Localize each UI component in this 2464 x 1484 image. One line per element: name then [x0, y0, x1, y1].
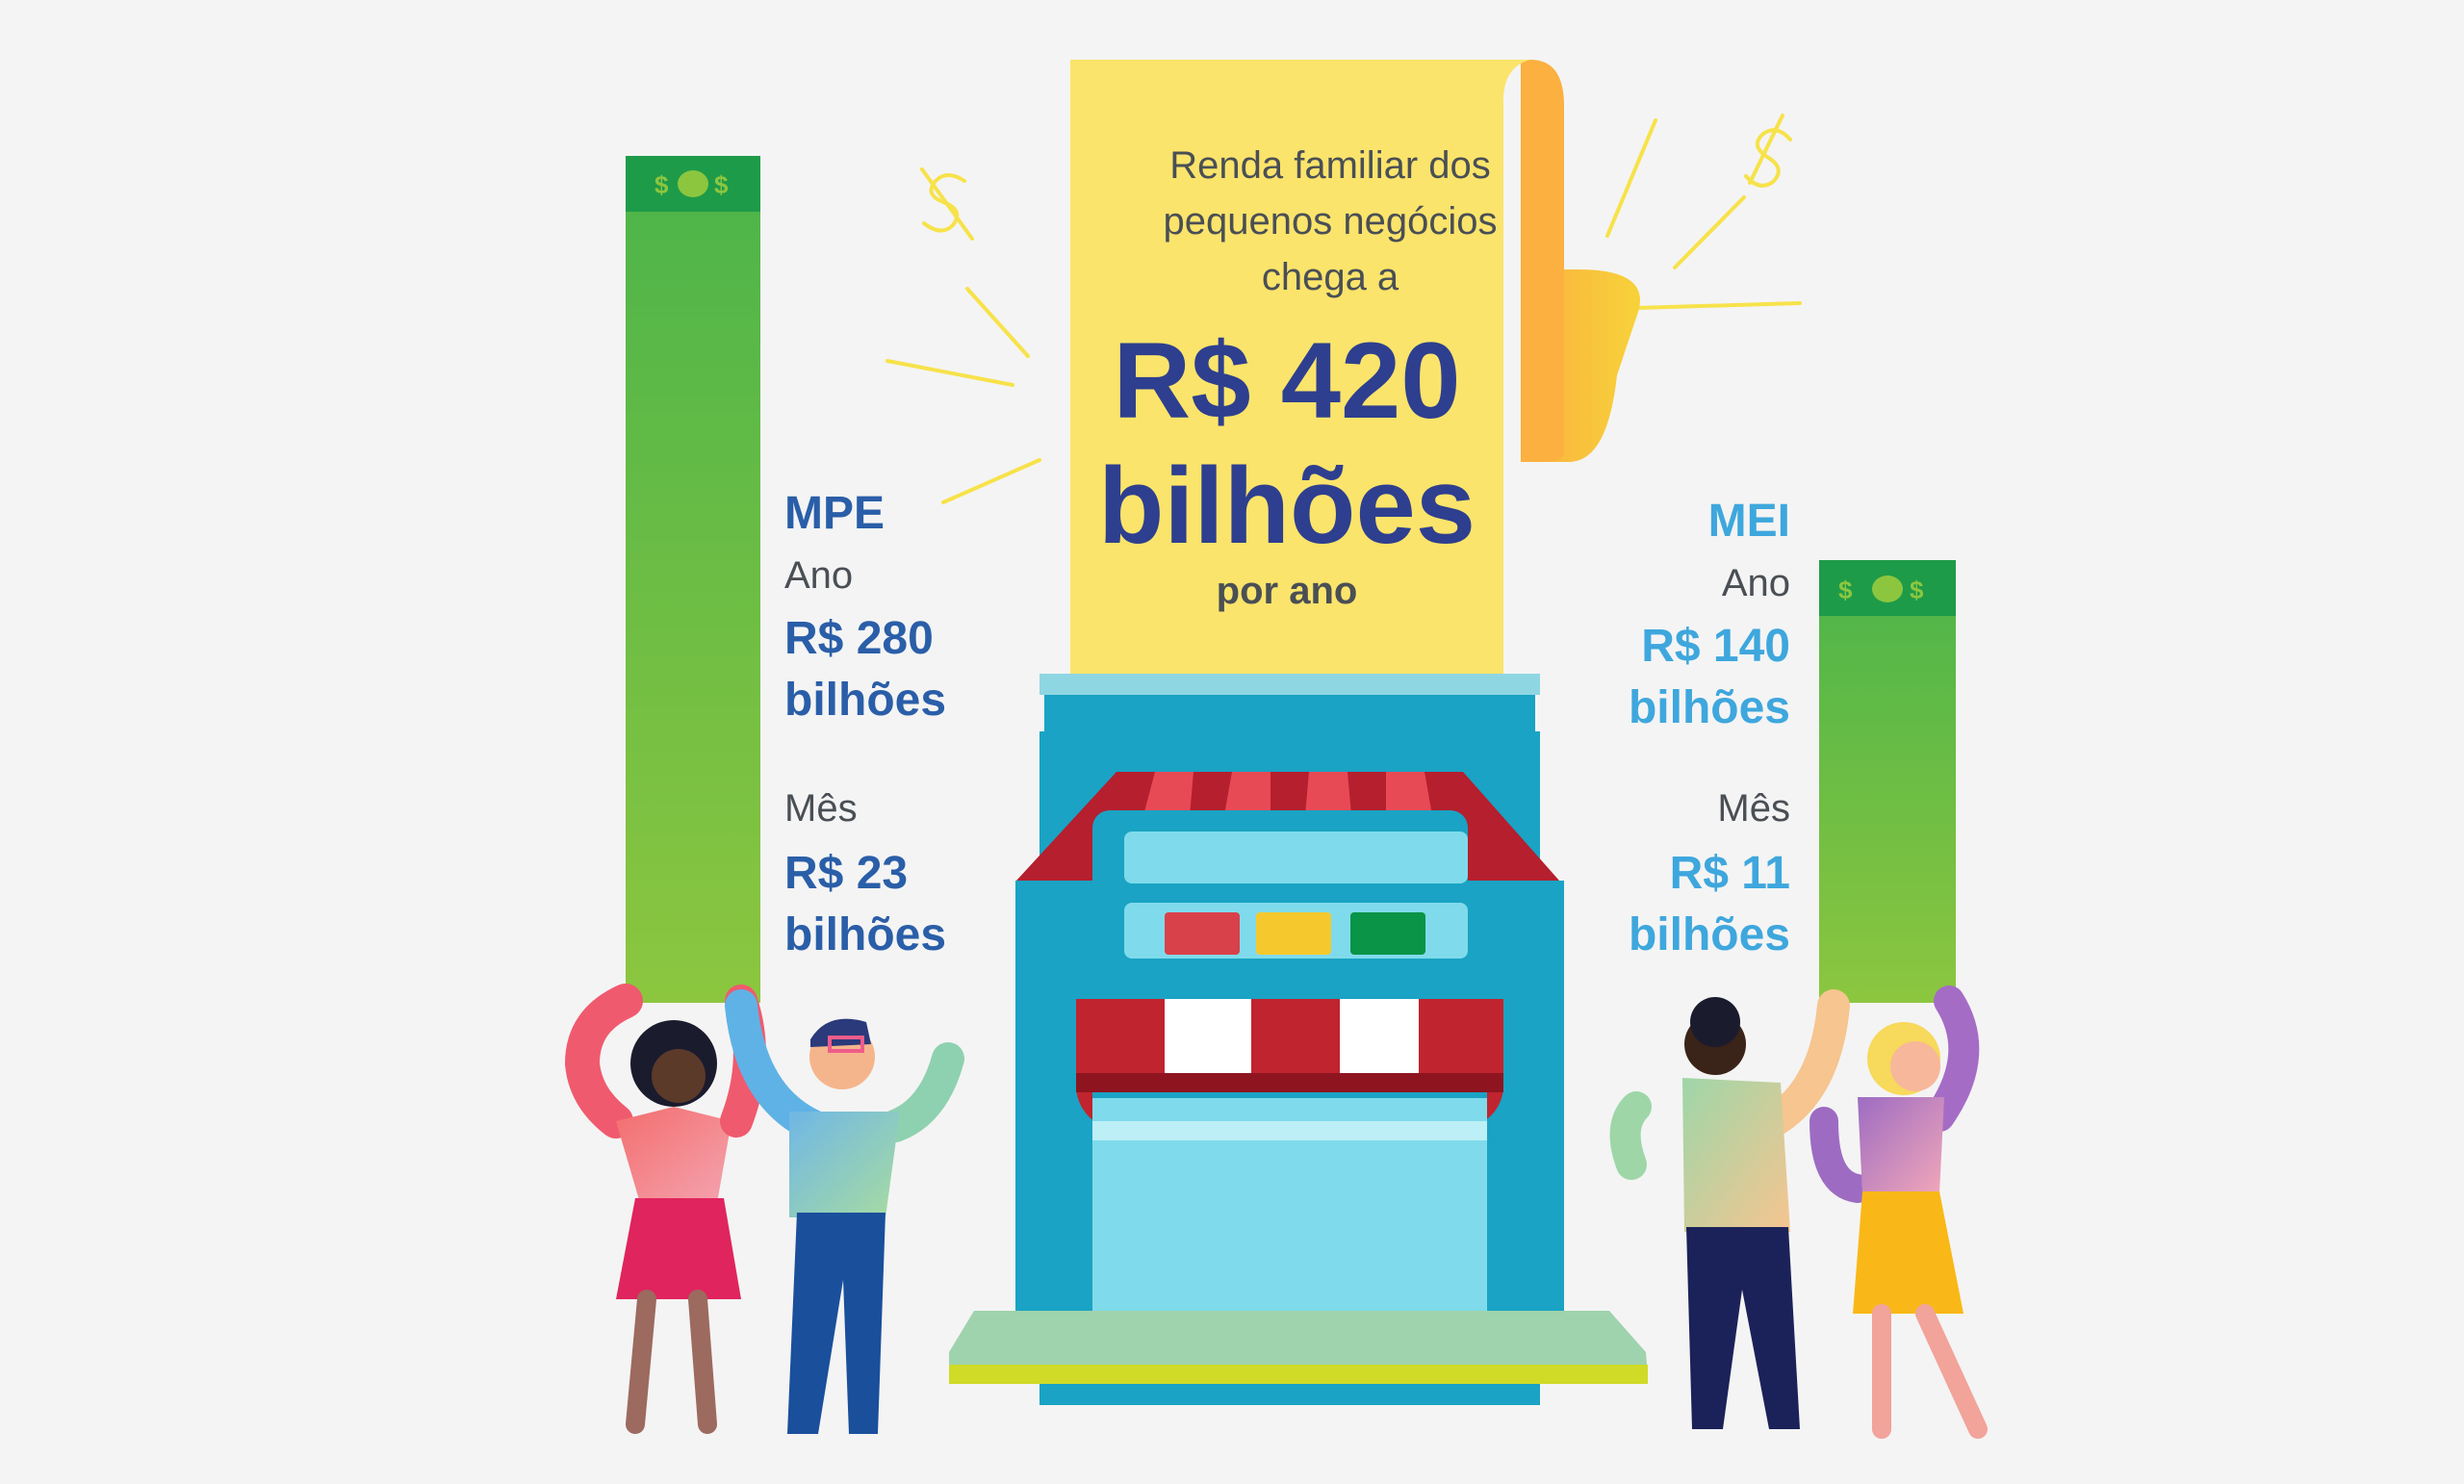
mpe-month-unit: bilhões — [784, 909, 947, 960]
person-icon — [1810, 985, 1988, 1439]
svg-text:$: $ — [654, 170, 669, 199]
mei-month-value: R$ 11 — [1669, 848, 1790, 899]
mei-money-bill: $ $ — [1819, 560, 1956, 1003]
mei-year-label: Ano — [1721, 562, 1790, 604]
person-icon — [725, 989, 964, 1434]
mpe-title: MPE — [784, 488, 886, 539]
mei-month-label: Mês — [1717, 787, 1790, 830]
mpe-year-value: R$ 280 — [784, 613, 934, 664]
receipt-period: por ano — [1216, 570, 1358, 612]
receipt-unit: bilhões — [1097, 446, 1476, 566]
receipt-icon — [1070, 60, 1640, 683]
mpe-year-label: Ano — [784, 554, 854, 597]
mpe-money-bill: $ $ — [626, 156, 760, 1003]
person-icon — [1609, 989, 1850, 1429]
mei-year-unit: bilhões — [1628, 682, 1790, 733]
mpe-month-label: Mês — [784, 787, 858, 830]
mpe-year-unit: bilhões — [784, 675, 947, 726]
dollar-sign-icon — [1744, 114, 1792, 188]
svg-text:$: $ — [714, 170, 729, 199]
receipt-line-2: pequenos negócios — [1163, 200, 1498, 243]
receipt-line-1: Renda familiar dos — [1169, 144, 1491, 187]
person-icon — [564, 984, 766, 1434]
mei-title: MEI — [1707, 496, 1790, 547]
mei-year-value: R$ 140 — [1641, 621, 1790, 672]
receipt-amount: R$ 420 — [1113, 320, 1461, 441]
svg-text:$: $ — [1838, 576, 1853, 604]
store-icon — [949, 674, 1648, 1405]
dollar-sign-icon — [920, 167, 974, 241]
svg-text:$: $ — [1910, 576, 1924, 604]
receipt-line-3: chega a — [1261, 256, 1399, 298]
mei-month-unit: bilhões — [1628, 909, 1790, 960]
sparkle-rays — [886, 118, 1802, 504]
mpe-month-value: R$ 23 — [784, 848, 909, 899]
